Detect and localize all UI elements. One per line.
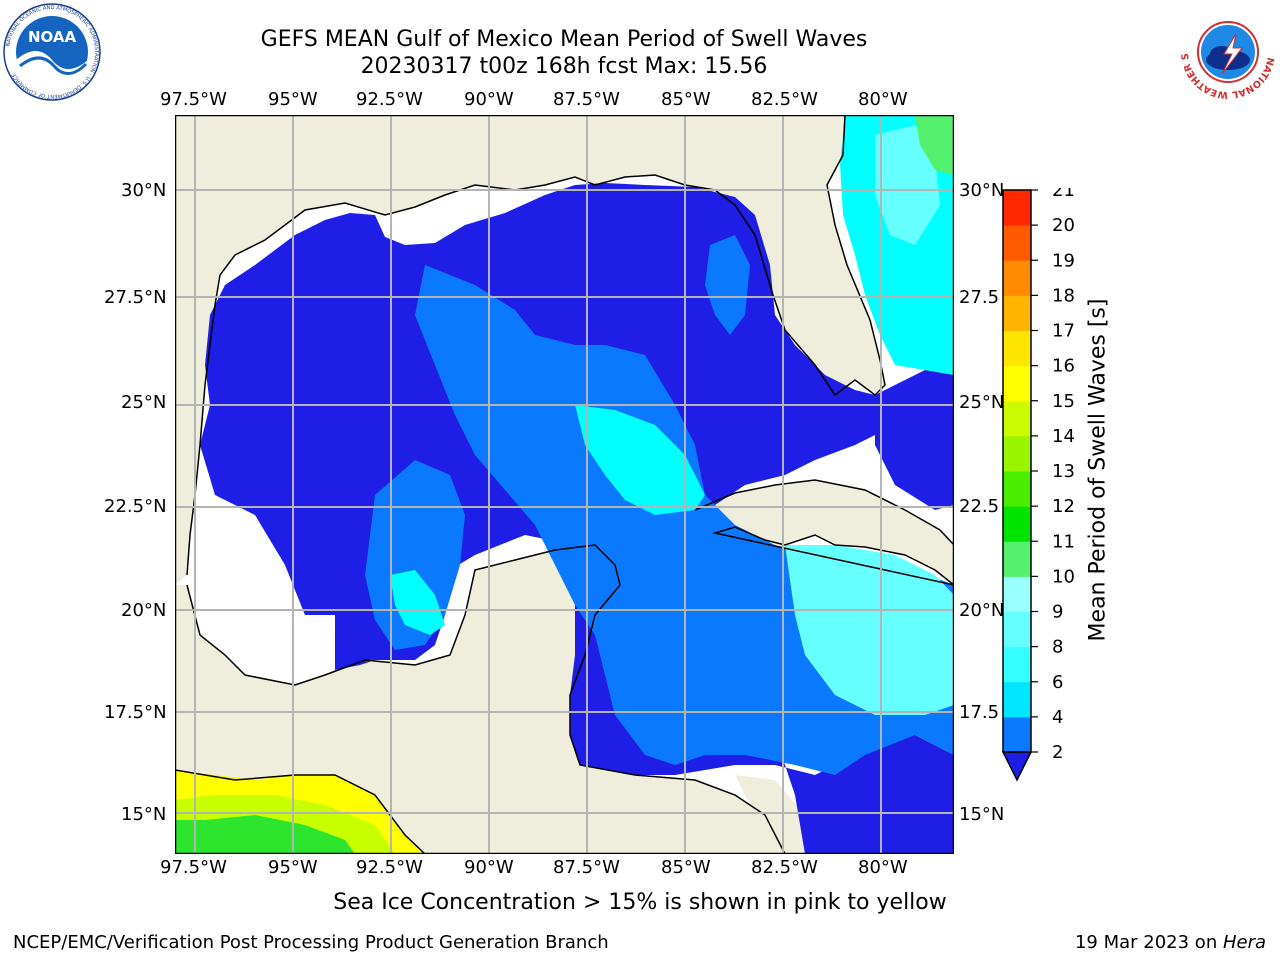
swell-field-cyan <box>575 405 705 515</box>
colorbar-segment <box>1003 716 1031 753</box>
colorbar-tick-label: 19 <box>1052 250 1075 271</box>
plot-title: GEFS MEAN Gulf of Mexico Mean Period of … <box>260 27 868 52</box>
sea-ice-green <box>175 815 355 854</box>
coastline-sea-ice-edge <box>174 769 426 855</box>
swell-field-green-atlantic <box>915 115 954 175</box>
lon-label: 82.5°W <box>751 857 818 878</box>
colorbar-tick-label: 17 <box>1052 321 1075 342</box>
noaa-logo: NOAA NATIONAL OCEANIC AND ATMOSPHERIC AD… <box>2 2 102 106</box>
lon-label: 90°W <box>464 89 514 110</box>
lon-label: 95°W <box>268 89 318 110</box>
lon-label: 97.5°W <box>160 857 227 878</box>
swell-field-light-cyan-atlantic <box>875 125 940 245</box>
colorbar-tick-label: 18 <box>1052 285 1075 306</box>
lon-label: 82.5°W <box>751 89 818 110</box>
land-north <box>175 115 885 585</box>
colorbar-tick-label: 11 <box>1052 531 1075 552</box>
colorbar-segment <box>1003 295 1031 331</box>
swell-field-cyan-west <box>390 570 445 635</box>
colorbar-segment <box>1003 506 1031 542</box>
lat-label: 15°N <box>121 804 167 825</box>
swell-field-blue-north <box>705 235 750 335</box>
lon-label: 92.5°W <box>356 89 423 110</box>
footer-date-text: 19 Mar 2023 on <box>1074 932 1223 953</box>
colorbar-segment <box>1003 611 1031 648</box>
colorbar-tick-label: 9 <box>1052 602 1063 623</box>
colorbar-tick-label: 10 <box>1052 566 1075 587</box>
lat-label: 25°N <box>959 392 1005 413</box>
colorbar-segment <box>1003 681 1031 718</box>
colorbar-tick-label: 2 <box>1052 742 1063 763</box>
colorbar-tick-label: 14 <box>1052 426 1075 447</box>
lat-label: 20°N <box>121 600 167 621</box>
land-central-america <box>735 775 805 854</box>
colorbar-segment <box>1003 471 1031 507</box>
colorbar-segment <box>1003 435 1031 472</box>
footer-date: 19 Mar 2023 on Hera <box>1075 932 1266 953</box>
lat-label: 20°N <box>959 600 1005 621</box>
lon-label: 95°W <box>268 857 318 878</box>
coastlines <box>174 114 955 855</box>
lon-label: 92.5°W <box>356 857 423 878</box>
lat-label: 30°N <box>959 180 1005 201</box>
colorbar-svg: 2 4 6 8 9 10 11 12 13 14 15 16 17 18 19 20 21 <box>1001 180 1075 782</box>
footer-host: Hera <box>1222 932 1266 953</box>
sea-ice-note-text: Sea Ice Concentration > 15% is shown in … <box>333 890 947 915</box>
lon-label: 97.5°W <box>160 89 227 110</box>
footer-credit: NCEP/EMC/Verification Post Processing Pr… <box>13 932 609 953</box>
sea-ice-note: Sea Ice Concentration > 15% is shown in … <box>0 890 1280 915</box>
lon-label: 85°W <box>661 857 711 878</box>
lon-label: 87.5°W <box>553 89 620 110</box>
lon-label: 85°W <box>661 89 711 110</box>
coastline-cuba <box>694 479 955 586</box>
colorbar-tick-label: 13 <box>1052 461 1075 482</box>
colorbar-tick-label: 8 <box>1052 637 1063 658</box>
colorbar-segment <box>1003 541 1031 577</box>
colorbar: 2 4 6 8 9 10 11 12 13 14 15 16 17 18 19 20 21 <box>1001 180 1082 792</box>
colorbar-tick-label: 15 <box>1052 391 1075 412</box>
lon-label: 80°W <box>858 89 908 110</box>
colorbar-tick-label: 21 <box>1052 188 1075 201</box>
lat-label: 27.5°N <box>104 287 167 308</box>
colorbar-segment <box>1003 400 1031 437</box>
colorbar-tick-label: 6 <box>1052 672 1063 693</box>
lon-label: 90°W <box>464 857 514 878</box>
lat-label: 25°N <box>121 392 167 413</box>
coastline-mexico <box>186 544 786 855</box>
coastline-north <box>186 114 886 576</box>
plot-subtitle: 20230317 t00z 168h fcst Max: 15.56 <box>360 54 768 79</box>
colorbar-title: Mean Period of Swell Waves [s] <box>1085 298 1111 642</box>
nws-logo: NATIONAL WEATHER SERVICE <box>1174 0 1278 106</box>
lat-label: 17.5°N <box>104 702 167 723</box>
lat-label: 15°N <box>959 804 1005 825</box>
svg-text:NOAA: NOAA <box>28 28 77 46</box>
colorbar-segment <box>1003 225 1031 261</box>
colorbar-segment <box>1003 576 1031 612</box>
colorbar-segment <box>1003 330 1031 367</box>
colorbar-under-triangle <box>1001 751 1033 782</box>
colorbar-segment <box>1003 260 1031 296</box>
colorbar-tick-label: 20 <box>1052 215 1075 236</box>
colorbar-segment <box>1003 646 1031 683</box>
colorbar-tick-label: 16 <box>1052 356 1075 377</box>
colorbar-segment <box>1003 365 1031 402</box>
lat-label: 27.5 <box>959 287 1000 308</box>
lat-label: 22.5°N <box>104 496 167 517</box>
lat-label: 22.5 <box>959 496 1000 517</box>
lat-label: 17.5 <box>959 702 1000 723</box>
colorbar-segment <box>1003 190 1031 226</box>
graticule <box>175 115 954 854</box>
lat-label: 30°N <box>121 180 167 201</box>
lon-label: 80°W <box>858 857 908 878</box>
colorbar-tick-label: 4 <box>1052 707 1063 728</box>
map-frame <box>174 114 955 855</box>
colorbar-tick-label: 12 <box>1052 496 1075 517</box>
map-canvas <box>174 114 955 855</box>
gulf-map <box>174 114 955 855</box>
lon-label: 87.5°W <box>553 857 620 878</box>
swell-field-cyan-south <box>785 545 954 715</box>
